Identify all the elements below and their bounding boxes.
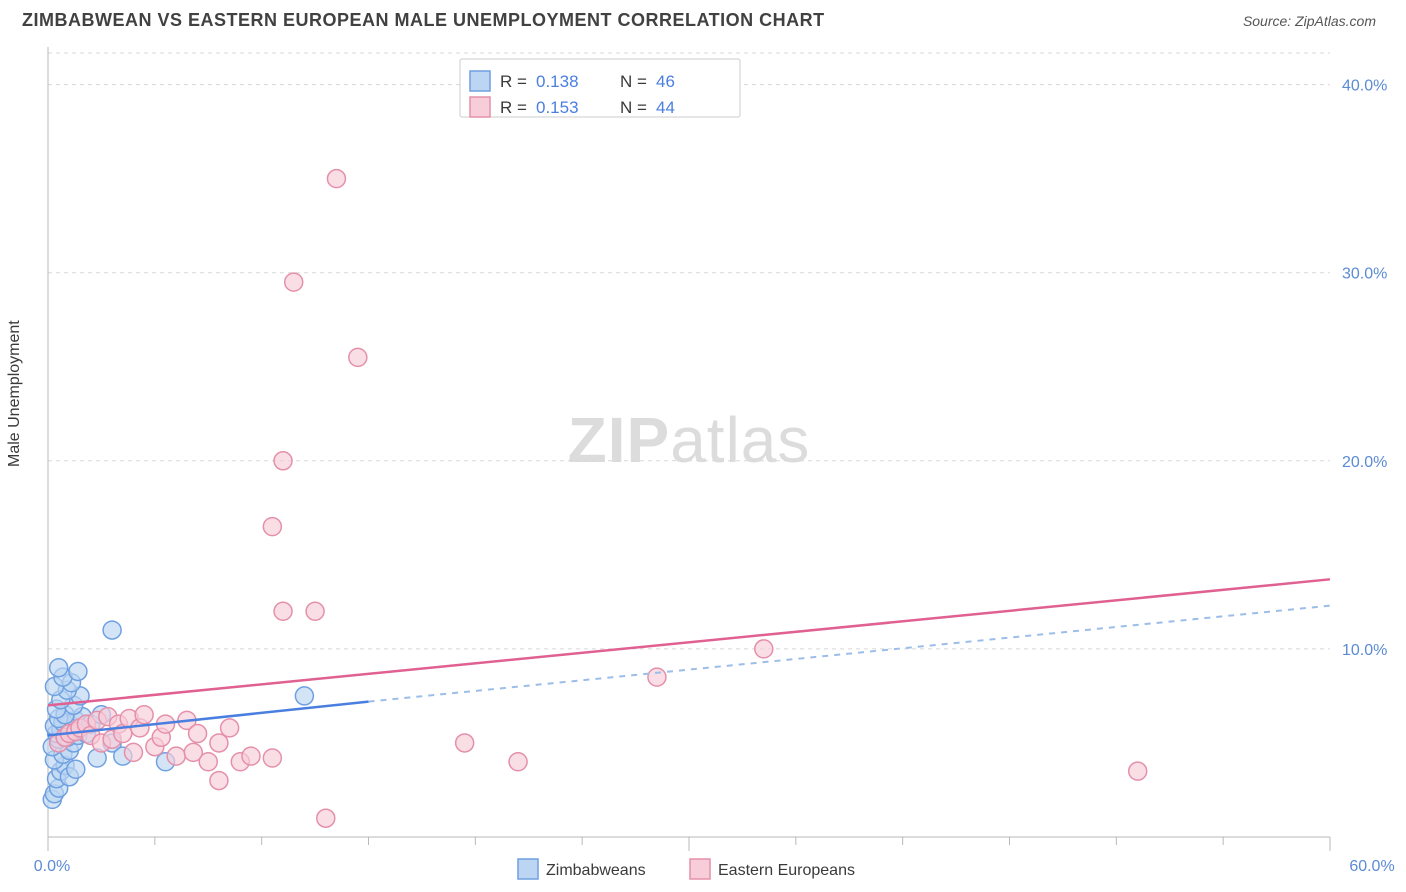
data-point: [103, 621, 121, 639]
data-point: [285, 273, 303, 291]
data-point: [135, 706, 153, 724]
legend-r-value: 0.138: [536, 72, 579, 91]
y-tick-label: 30.0%: [1342, 266, 1387, 283]
correlation-scatter-chart: 10.0% 20.0% 30.0% 40.0% ZIPatlas 0.0% 60.0% R =…: [0, 37, 1406, 887]
y-tick-label: 20.0%: [1342, 454, 1387, 471]
data-point: [210, 734, 228, 752]
data-point: [189, 725, 207, 743]
data-point: [1129, 762, 1147, 780]
legend-r-value: 0.153: [536, 98, 579, 117]
legend-swatch: [690, 859, 710, 879]
data-point: [456, 734, 474, 752]
trend-line-eastern-europeans: [48, 579, 1330, 705]
data-point: [199, 753, 217, 771]
data-point: [124, 743, 142, 761]
watermark: ZIPatlas: [568, 404, 811, 476]
data-point: [263, 749, 281, 767]
data-point: [306, 602, 324, 620]
data-point: [50, 659, 68, 677]
data-point: [242, 747, 260, 765]
data-point: [221, 719, 239, 737]
trend-line-zimbabweans-extrapolated: [369, 606, 1331, 702]
legend-r-label: R =: [500, 72, 527, 91]
data-point: [67, 760, 85, 778]
legend-r-label: R =: [500, 98, 527, 117]
data-point: [274, 602, 292, 620]
data-point: [648, 668, 666, 686]
legend-swatch: [518, 859, 538, 879]
data-point: [263, 518, 281, 536]
y-tick-label: 10.0%: [1342, 642, 1387, 659]
legend-series-label: Zimbabweans: [546, 862, 646, 879]
data-point: [167, 747, 185, 765]
legend-n-label: N =: [620, 72, 647, 91]
source-credit: Source: ZipAtlas.com: [1243, 13, 1376, 29]
data-point: [755, 640, 773, 658]
chart-title: ZIMBABWEAN VS EASTERN EUROPEAN MALE UNEM…: [22, 10, 825, 31]
legend-swatch: [470, 97, 490, 117]
legend-n-value: 44: [656, 98, 675, 117]
data-point: [509, 753, 527, 771]
data-point: [349, 348, 367, 366]
legend-n-value: 46: [656, 72, 675, 91]
legend-swatch: [470, 71, 490, 91]
legend-series-label: Eastern Europeans: [718, 862, 855, 879]
y-tick-label: 40.0%: [1342, 78, 1387, 95]
x-tick-label: 60.0%: [1349, 858, 1394, 875]
data-point: [274, 452, 292, 470]
data-point: [69, 662, 87, 680]
data-point: [295, 687, 313, 705]
data-point: [327, 170, 345, 188]
legend-n-label: N =: [620, 98, 647, 117]
data-point: [210, 772, 228, 790]
y-axis-label: Male Unemployment: [6, 320, 24, 467]
x-tick-label: 0.0%: [34, 858, 70, 875]
data-point: [317, 809, 335, 827]
